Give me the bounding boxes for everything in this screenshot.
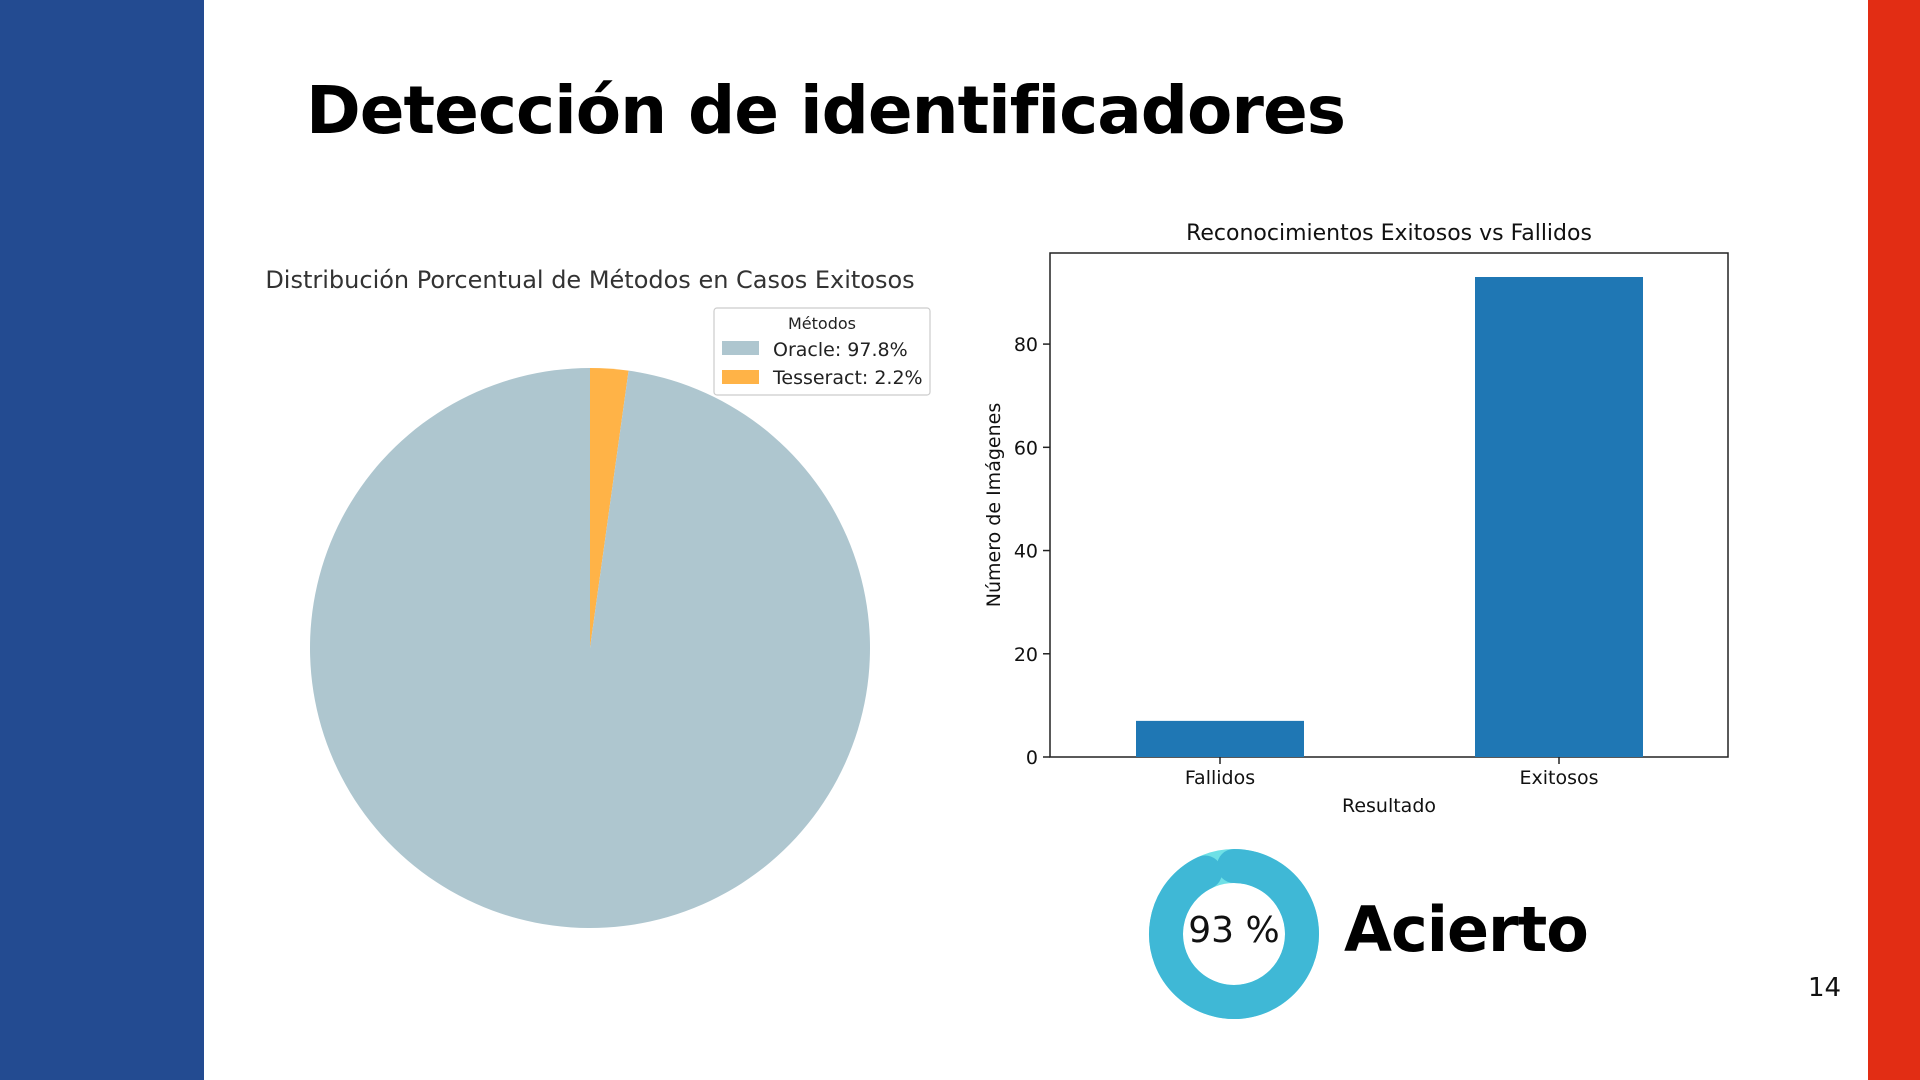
legend-swatch-oracle <box>722 341 759 355</box>
accuracy-donut <box>1149 849 1319 1019</box>
x-tick-label: Fallidos <box>1185 767 1255 789</box>
pie-legend: Métodos Oracle: 97.8% Tesseract: 2.2% <box>713 307 931 396</box>
left-accent-band <box>0 0 204 1080</box>
pie-slice-tesseract <box>590 368 629 648</box>
y-tick-label: 0 <box>1026 747 1038 769</box>
x-axis-label: Resultado <box>1342 795 1436 817</box>
legend-entry-tesseract: Tesseract: 2.2% <box>772 367 923 389</box>
bar-exitosos <box>1475 277 1643 757</box>
accuracy-label: Acierto <box>1344 893 1589 966</box>
page-number: 14 <box>1808 973 1842 1003</box>
y-tick-label: 80 <box>1014 334 1038 356</box>
x-tick-label: Exitosos <box>1519 767 1598 789</box>
bar-chart: Reconocimientos Exitosos vs Fallidos Res… <box>983 221 1729 817</box>
legend-entry-oracle: Oracle: 97.8% <box>773 339 908 361</box>
legend-swatch-tesseract <box>722 370 759 384</box>
y-tick-label: 40 <box>1014 541 1038 563</box>
y-axis-label: Número de Imágenes <box>983 403 1005 607</box>
plot-frame <box>1049 252 1729 758</box>
donut-progress-arc <box>1149 849 1319 1019</box>
slide-title: Detección de identificadores <box>306 72 1346 149</box>
pie-slice-oracle <box>310 368 871 928</box>
legend-title: Métodos <box>788 314 856 333</box>
pie-chart-title: Distribución Porcentual de Métodos en Ca… <box>265 266 914 294</box>
right-accent-band <box>1868 0 1920 1080</box>
pie-chart: Distribución Porcentual de Métodos en Ca… <box>265 266 915 928</box>
y-tick-label: 60 <box>1014 437 1038 459</box>
accuracy-value: 93 % <box>1188 910 1280 951</box>
y-tick-label: 20 <box>1014 644 1038 666</box>
legend-frame <box>713 307 931 396</box>
bar-fallidos <box>1136 720 1304 757</box>
bar-chart-title: Reconocimientos Exitosos vs Fallidos <box>1186 221 1592 246</box>
